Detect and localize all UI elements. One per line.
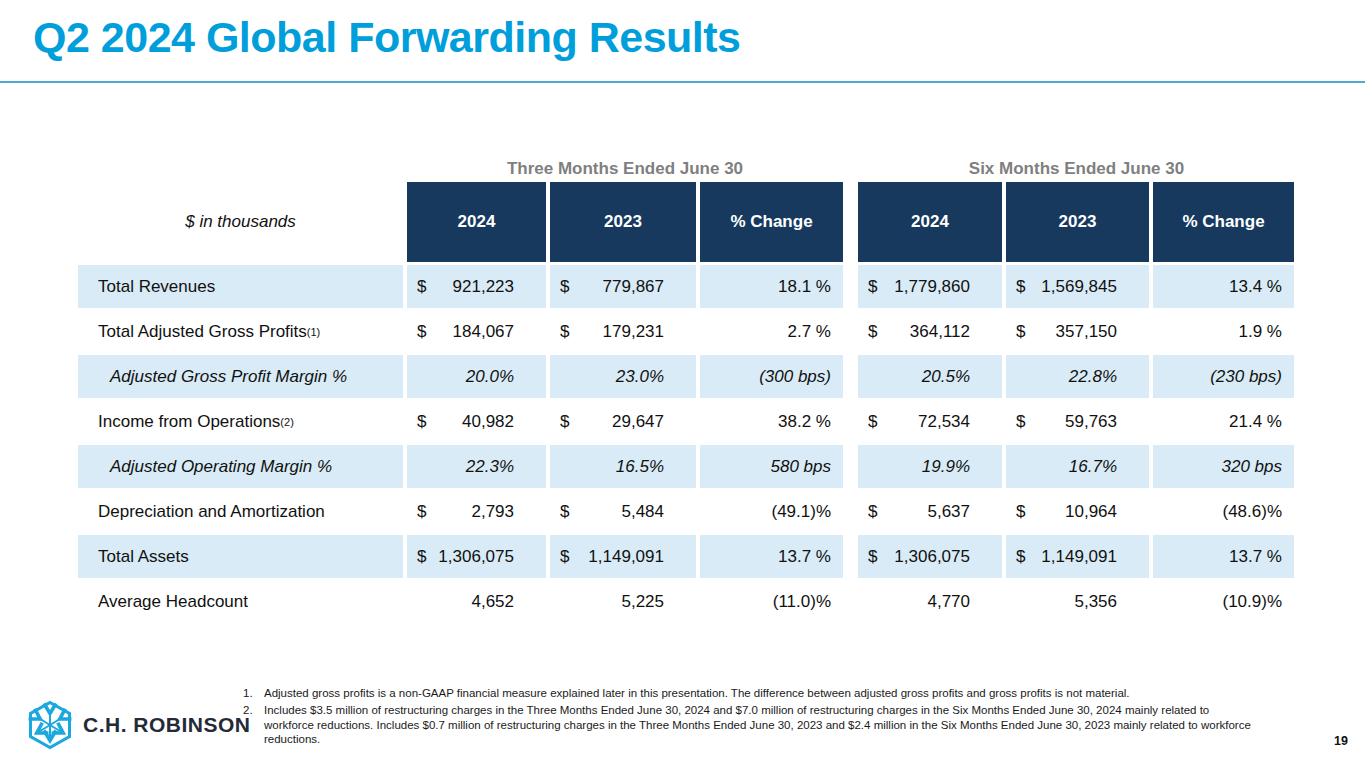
data-cell: 18.1 % bbox=[700, 265, 843, 310]
table-header-row: $ in thousands 2024 2023 % Change 2024 2… bbox=[78, 182, 1294, 262]
row-label: Total Revenues bbox=[78, 265, 403, 310]
units-label: $ in thousands bbox=[78, 182, 403, 262]
data-cell: $184,067 bbox=[407, 310, 546, 355]
col-header-6m-2024: 2024 bbox=[858, 182, 1002, 262]
data-cell: $29,647 bbox=[550, 400, 696, 445]
col-header-3m-2023: 2023 bbox=[550, 182, 696, 262]
data-cell: $1,149,091 bbox=[1006, 535, 1149, 580]
row-label: Average Headcount bbox=[78, 580, 403, 625]
table-row-adjusted-gross-profit-margin: Adjusted Gross Profit Margin % 20.0% 23.… bbox=[78, 355, 1294, 400]
data-cell: $179,231 bbox=[550, 310, 696, 355]
footnotes: 1. Adjusted gross profits is a non-GAAP … bbox=[243, 686, 1257, 750]
footnote-1: 1. Adjusted gross profits is a non-GAAP … bbox=[243, 686, 1257, 700]
row-label: Total Adjusted Gross Profits(1) bbox=[78, 310, 403, 355]
data-cell: 21.4 % bbox=[1153, 400, 1294, 445]
chrobinson-hexagon-icon bbox=[25, 700, 75, 750]
data-cell: $1,779,860 bbox=[858, 265, 1002, 310]
data-cell: 13.4 % bbox=[1153, 265, 1294, 310]
table-row-depreciation-amortization: Depreciation and Amortization $2,793 $5,… bbox=[78, 490, 1294, 535]
table-row-total-revenues: Total Revenues $921,223 $779,867 18.1 % … bbox=[78, 265, 1294, 310]
data-cell: (300 bps) bbox=[700, 355, 843, 400]
slide: Q2 2024 Global Forwarding Results Three … bbox=[0, 0, 1365, 768]
data-cell: (49.1)% bbox=[700, 490, 843, 535]
footnote-2: 2. Includes $3.5 million of restructurin… bbox=[243, 703, 1257, 746]
data-cell: $1,306,075 bbox=[407, 535, 546, 580]
title-divider bbox=[0, 81, 1365, 83]
data-cell: (230 bps) bbox=[1153, 355, 1294, 400]
data-cell: $1,149,091 bbox=[550, 535, 696, 580]
col-header-3m-change: % Change bbox=[700, 182, 843, 262]
data-cell: 4,770 bbox=[858, 580, 1002, 625]
table-row-total-adjusted-gross-profits: Total Adjusted Gross Profits(1) $184,067… bbox=[78, 310, 1294, 355]
financial-table: $ in thousands 2024 2023 % Change 2024 2… bbox=[78, 182, 1294, 625]
data-cell: 2.7 % bbox=[700, 310, 843, 355]
data-cell: 320 bps bbox=[1153, 445, 1294, 490]
data-cell: (48.6)% bbox=[1153, 490, 1294, 535]
row-label: Adjusted Gross Profit Margin % bbox=[78, 355, 403, 400]
footnote-text: Adjusted gross profits is a non-GAAP fin… bbox=[264, 686, 1257, 700]
data-cell: (10.9)% bbox=[1153, 580, 1294, 625]
data-cell: 5,225 bbox=[550, 580, 696, 625]
data-cell: 5,356 bbox=[1006, 580, 1149, 625]
data-cell: $357,150 bbox=[1006, 310, 1149, 355]
table-row-total-assets: Total Assets $1,306,075 $1,149,091 13.7 … bbox=[78, 535, 1294, 580]
data-cell: $1,569,845 bbox=[1006, 265, 1149, 310]
col-header-6m-change: % Change bbox=[1153, 182, 1294, 262]
data-cell: $1,306,075 bbox=[858, 535, 1002, 580]
page-number: 19 bbox=[1334, 734, 1348, 748]
data-cell: 16.5% bbox=[550, 445, 696, 490]
data-cell: $10,964 bbox=[1006, 490, 1149, 535]
section-title-three-months: Three Months Ended June 30 bbox=[407, 159, 843, 179]
data-cell: 22.8% bbox=[1006, 355, 1149, 400]
table-row-adjusted-operating-margin: Adjusted Operating Margin % 22.3% 16.5% … bbox=[78, 445, 1294, 490]
table-row-income-from-operations: Income from Operations(2) $40,982 $29,64… bbox=[78, 400, 1294, 445]
footnote-text: Includes $3.5 million of restructuring c… bbox=[264, 703, 1257, 746]
data-cell: $2,793 bbox=[407, 490, 546, 535]
data-cell: 580 bps bbox=[700, 445, 843, 490]
data-cell: $59,763 bbox=[1006, 400, 1149, 445]
data-cell: 16.7% bbox=[1006, 445, 1149, 490]
data-cell: 13.7 % bbox=[1153, 535, 1294, 580]
company-logo-text: C.H. ROBINSON bbox=[83, 713, 251, 737]
data-cell: 19.9% bbox=[858, 445, 1002, 490]
data-cell: 38.2 % bbox=[700, 400, 843, 445]
data-cell: $72,534 bbox=[858, 400, 1002, 445]
row-label: Depreciation and Amortization bbox=[78, 490, 403, 535]
data-cell: 23.0% bbox=[550, 355, 696, 400]
col-header-3m-2024: 2024 bbox=[407, 182, 546, 262]
footnote-number: 1. bbox=[243, 686, 264, 700]
data-cell: $5,484 bbox=[550, 490, 696, 535]
page-title: Q2 2024 Global Forwarding Results bbox=[33, 13, 741, 62]
data-cell: $921,223 bbox=[407, 265, 546, 310]
section-title-six-months: Six Months Ended June 30 bbox=[858, 159, 1295, 179]
data-cell: 13.7 % bbox=[700, 535, 843, 580]
col-header-6m-2023: 2023 bbox=[1006, 182, 1149, 262]
table-row-average-headcount: Average Headcount 4,652 5,225 (11.0)% 4,… bbox=[78, 580, 1294, 625]
data-cell: $5,637 bbox=[858, 490, 1002, 535]
data-cell: (11.0)% bbox=[700, 580, 843, 625]
data-cell: 1.9 % bbox=[1153, 310, 1294, 355]
data-cell: 4,652 bbox=[407, 580, 546, 625]
data-cell: 20.0% bbox=[407, 355, 546, 400]
data-cell: 20.5% bbox=[858, 355, 1002, 400]
data-cell: 22.3% bbox=[407, 445, 546, 490]
row-label: Adjusted Operating Margin % bbox=[78, 445, 403, 490]
company-logo: C.H. ROBINSON bbox=[25, 700, 251, 750]
row-label: Income from Operations(2) bbox=[78, 400, 403, 445]
data-cell: $364,112 bbox=[858, 310, 1002, 355]
data-cell: $40,982 bbox=[407, 400, 546, 445]
row-label: Total Assets bbox=[78, 535, 403, 580]
data-cell: $779,867 bbox=[550, 265, 696, 310]
